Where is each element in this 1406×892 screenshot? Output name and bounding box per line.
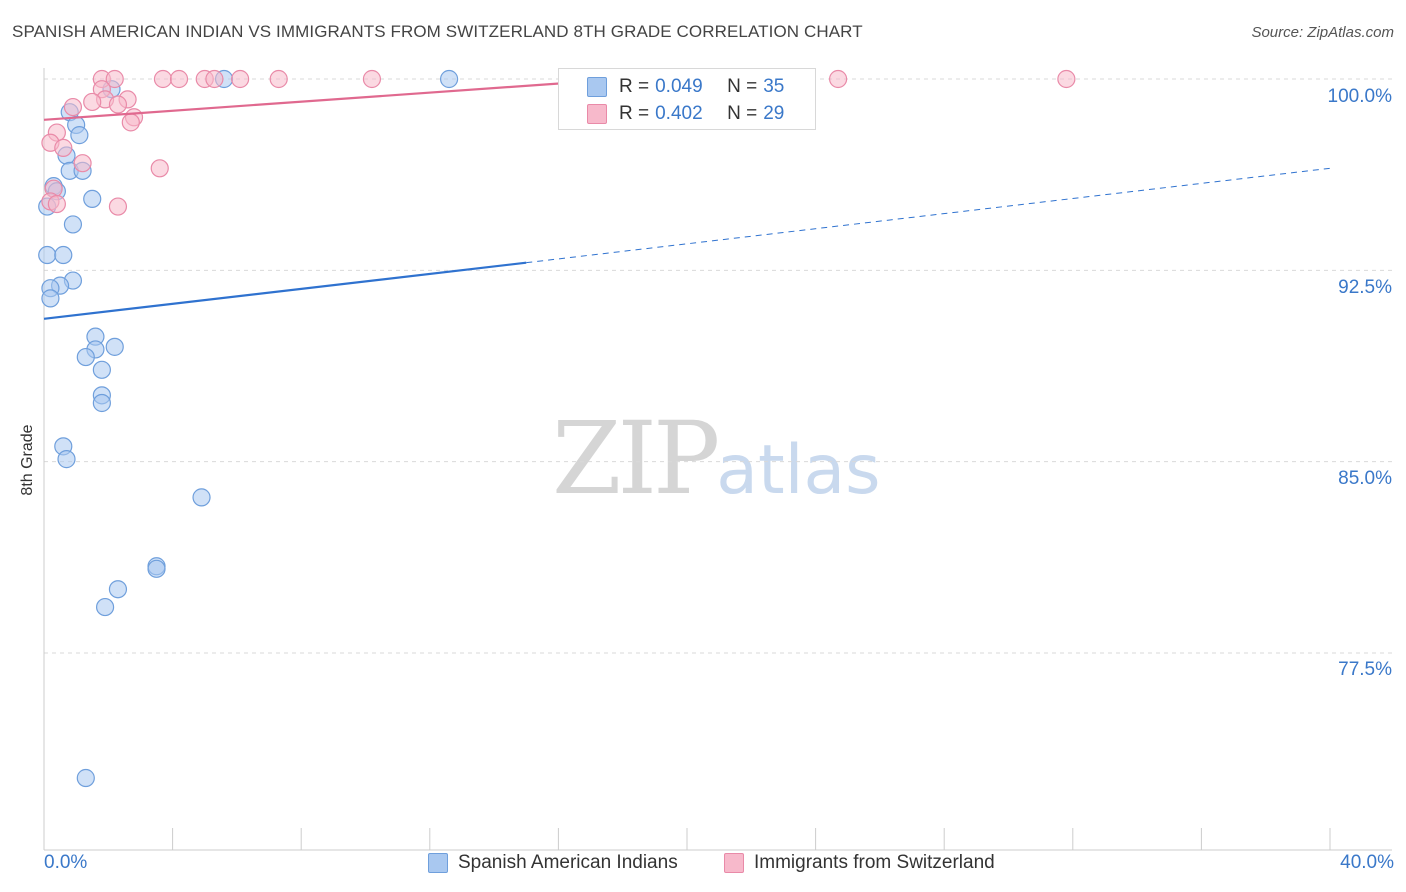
data-point-immigrants-from-switzerland <box>105 69 124 89</box>
series-legend-swatch-blue <box>428 853 448 873</box>
legend-n-label: N = <box>727 76 758 97</box>
data-point-spanish-american-indians <box>38 245 57 265</box>
legend-row-spanish-american-indians: R = 0.049 N = 35 <box>559 73 784 101</box>
legend-n-label: N = <box>727 103 758 124</box>
trend-line-spanish-american-indians <box>43 261 527 320</box>
trend-line-immigrants-from-switzerland <box>43 77 623 121</box>
data-point-immigrants-from-switzerland <box>150 159 169 178</box>
data-point-immigrants-from-switzerland <box>108 95 128 114</box>
data-point-spanish-american-indians <box>108 580 128 599</box>
data-point-spanish-american-indians <box>54 245 73 265</box>
series-legend-swatch-pink <box>724 853 744 873</box>
data-point-spanish-american-indians <box>92 360 111 379</box>
series-legend-item-immigrants-from-switzerland: Immigrants from Switzerland <box>724 852 995 874</box>
legend-n-value: 35 <box>763 76 785 97</box>
series-legend-label: Spanish American Indians <box>458 852 678 873</box>
source-credit: Source: ZipAtlas.com <box>1251 24 1394 41</box>
data-point-immigrants-from-switzerland <box>108 197 128 216</box>
data-point-immigrants-from-switzerland <box>83 92 102 112</box>
data-point-immigrants-from-switzerland <box>829 69 848 89</box>
data-point-immigrants-from-switzerland <box>73 154 92 173</box>
legend-r-label: R = <box>619 103 650 124</box>
legend-r-value: 0.049 <box>655 76 703 97</box>
correlation-legend: R = 0.049 N = 35 R = 0.402 N = 29 <box>558 68 816 130</box>
data-point-spanish-american-indians <box>41 289 60 308</box>
series-legend: Spanish American Indians Immigrants from… <box>0 852 1406 878</box>
watermark-zip: ZIP <box>552 400 720 517</box>
watermark: ZIPatlas <box>552 400 881 517</box>
series-legend-label: Immigrants from Switzerland <box>754 852 995 873</box>
data-point-immigrants-from-switzerland <box>63 97 83 117</box>
y-tick-label-92-5: 92.5% <box>1338 277 1392 298</box>
y-tick-label-77-5: 77.5% <box>1338 659 1392 680</box>
data-point-spanish-american-indians <box>192 488 211 507</box>
data-point-immigrants-from-switzerland <box>47 194 66 214</box>
data-point-spanish-american-indians <box>105 337 124 356</box>
data-point-immigrants-from-switzerland <box>231 69 250 89</box>
legend-r-value: 0.402 <box>655 103 703 124</box>
legend-row-immigrants-from-switzerland: R = 0.402 N = 29 <box>559 100 784 128</box>
data-point-immigrants-from-switzerland <box>269 69 288 89</box>
data-point-immigrants-from-switzerland <box>54 138 73 157</box>
data-point-spanish-american-indians <box>95 597 115 617</box>
legend-n-value: 29 <box>763 103 785 124</box>
legend-swatch-blue <box>587 77 607 97</box>
chart-title: SPANISH AMERICAN INDIAN VS IMMIGRANTS FR… <box>12 22 863 41</box>
x-tick-label-min: 0.0% <box>44 852 88 873</box>
data-point-immigrants-from-switzerland <box>121 113 140 132</box>
data-point-immigrants-from-switzerland <box>169 69 189 89</box>
data-point-spanish-american-indians <box>57 450 76 469</box>
data-point-immigrants-from-switzerland <box>153 69 173 89</box>
data-point-spanish-american-indians <box>147 559 166 578</box>
data-point-spanish-american-indians <box>76 768 95 788</box>
data-point-immigrants-from-switzerland <box>362 69 382 89</box>
data-point-spanish-american-indians <box>70 126 89 145</box>
data-point-immigrants-from-switzerland <box>1057 69 1076 89</box>
data-point-spanish-american-indians <box>92 393 111 413</box>
y-tick-label-85: 85.0% <box>1338 468 1392 489</box>
series-legend-item-spanish-american-indians: Spanish American Indians <box>428 852 678 874</box>
y-tick-label-100: 100.0% <box>1327 86 1392 107</box>
x-tick-label-max: 40.0% <box>1340 852 1394 873</box>
legend-r-label: R = <box>619 76 650 97</box>
data-point-spanish-american-indians <box>83 189 102 209</box>
data-point-immigrants-from-switzerland <box>205 69 224 89</box>
data-point-spanish-american-indians <box>76 347 95 367</box>
watermark-atlas: atlas <box>716 431 881 510</box>
trend-extension-spanish-american-indians <box>526 167 1331 264</box>
legend-swatch-pink <box>587 104 607 124</box>
data-point-spanish-american-indians <box>439 69 459 89</box>
data-point-spanish-american-indians <box>63 215 83 234</box>
